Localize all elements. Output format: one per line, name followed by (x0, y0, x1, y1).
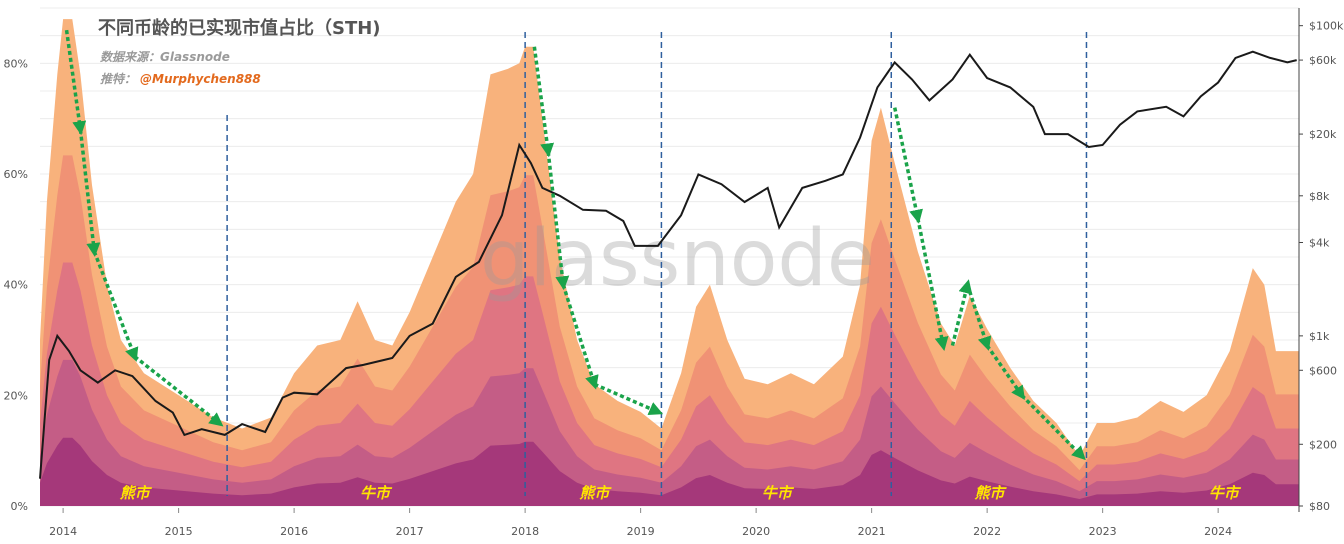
y-right-tick-label: $80 (1309, 500, 1330, 513)
y-right-tick-label: $4k (1309, 236, 1330, 249)
downtrend-arrow (546, 151, 570, 291)
x-tick-label: 2023 (1089, 525, 1117, 538)
x-tick-label: 2015 (165, 525, 193, 538)
x-tick-label: 2014 (49, 525, 77, 538)
y-left-tick-label: 20% (4, 389, 28, 402)
x-tick-label: 2020 (742, 525, 770, 538)
downtrend-arrow (893, 107, 923, 224)
downtrend-arrow (133, 355, 224, 427)
cycle-divider-lines (226, 32, 1088, 496)
phase-label: 牛市 (762, 484, 795, 502)
x-tick-label: 2021 (858, 525, 886, 538)
phase-label: 牛市 (360, 484, 393, 502)
phase-label: 熊市 (974, 484, 1007, 502)
downtrend-arrow (985, 344, 1025, 400)
downtrend-arrows (64, 29, 1086, 461)
y-axis-left-ticks: 0% 20% 40% 60% 80% (4, 57, 28, 513)
market-phase-labels: 熊市 牛市 熊市 牛市 熊市 牛市 (120, 484, 1242, 502)
downtrend-arrow (1020, 394, 1086, 461)
y-right-tick-label: $600 (1309, 364, 1337, 377)
downtrend-arrow (916, 217, 949, 352)
y-right-tick-label: $100k (1309, 20, 1344, 33)
downtrend-arrow (64, 29, 87, 136)
sth-band-2 (40, 155, 1299, 506)
y-left-tick-label: 80% (4, 57, 28, 70)
sth-band-3 (40, 262, 1299, 506)
y-left-tick-label: 60% (4, 168, 28, 181)
data-source: 数据来源：Glassnode (100, 50, 230, 64)
btc-price-line (39, 50, 1297, 479)
x-axis-ticks: 2014 2015 2016 2017 2018 2019 2020 2021 2022 2023… (49, 508, 1232, 538)
x-tick-label: 2024 (1204, 525, 1232, 538)
chart-title: 不同币龄的已实现市值占比（STH) (98, 17, 381, 39)
x-tick-label: 2019 (627, 525, 655, 538)
phase-label: 熊市 (579, 484, 612, 502)
downtrend-arrow (532, 46, 555, 158)
sth-band-5 (40, 437, 1299, 506)
watermark: glassnode (480, 214, 875, 304)
phase-label: 牛市 (1209, 484, 1242, 502)
y-right-tick-label: $200 (1309, 438, 1337, 451)
phase-label: 熊市 (120, 484, 153, 502)
y-left-tick-label: 40% (4, 279, 28, 292)
downtrend-arrow (561, 284, 599, 390)
downtrend-arrow (965, 284, 992, 351)
x-tick-label: 2017 (396, 525, 424, 538)
sth-band-4 (40, 359, 1299, 506)
x-tick-label: 2016 (280, 525, 308, 538)
y-right-tick-label: $1k (1309, 330, 1330, 343)
y-axis-right-ticks: $80 $200 $600 $1k $4k $8k $20k $60k $100k (1299, 20, 1344, 513)
x-tick-label: 2022 (973, 525, 1001, 538)
x-tick-label: 2018 (511, 525, 539, 538)
downtrend-arrow (92, 250, 139, 362)
sth-share-area-bands (40, 19, 1299, 506)
y-left-tick-label: 0% (11, 500, 28, 513)
y-right-tick-label: $8k (1309, 190, 1330, 203)
downtrend-arrow (950, 279, 973, 346)
y-right-tick-label: $60k (1309, 54, 1337, 67)
downtrend-arrow (593, 382, 664, 415)
y-right-tick-label: $20k (1309, 128, 1337, 141)
twitter-label: 推特： (100, 72, 136, 86)
twitter-handle: @Murphychen888 (140, 72, 261, 86)
